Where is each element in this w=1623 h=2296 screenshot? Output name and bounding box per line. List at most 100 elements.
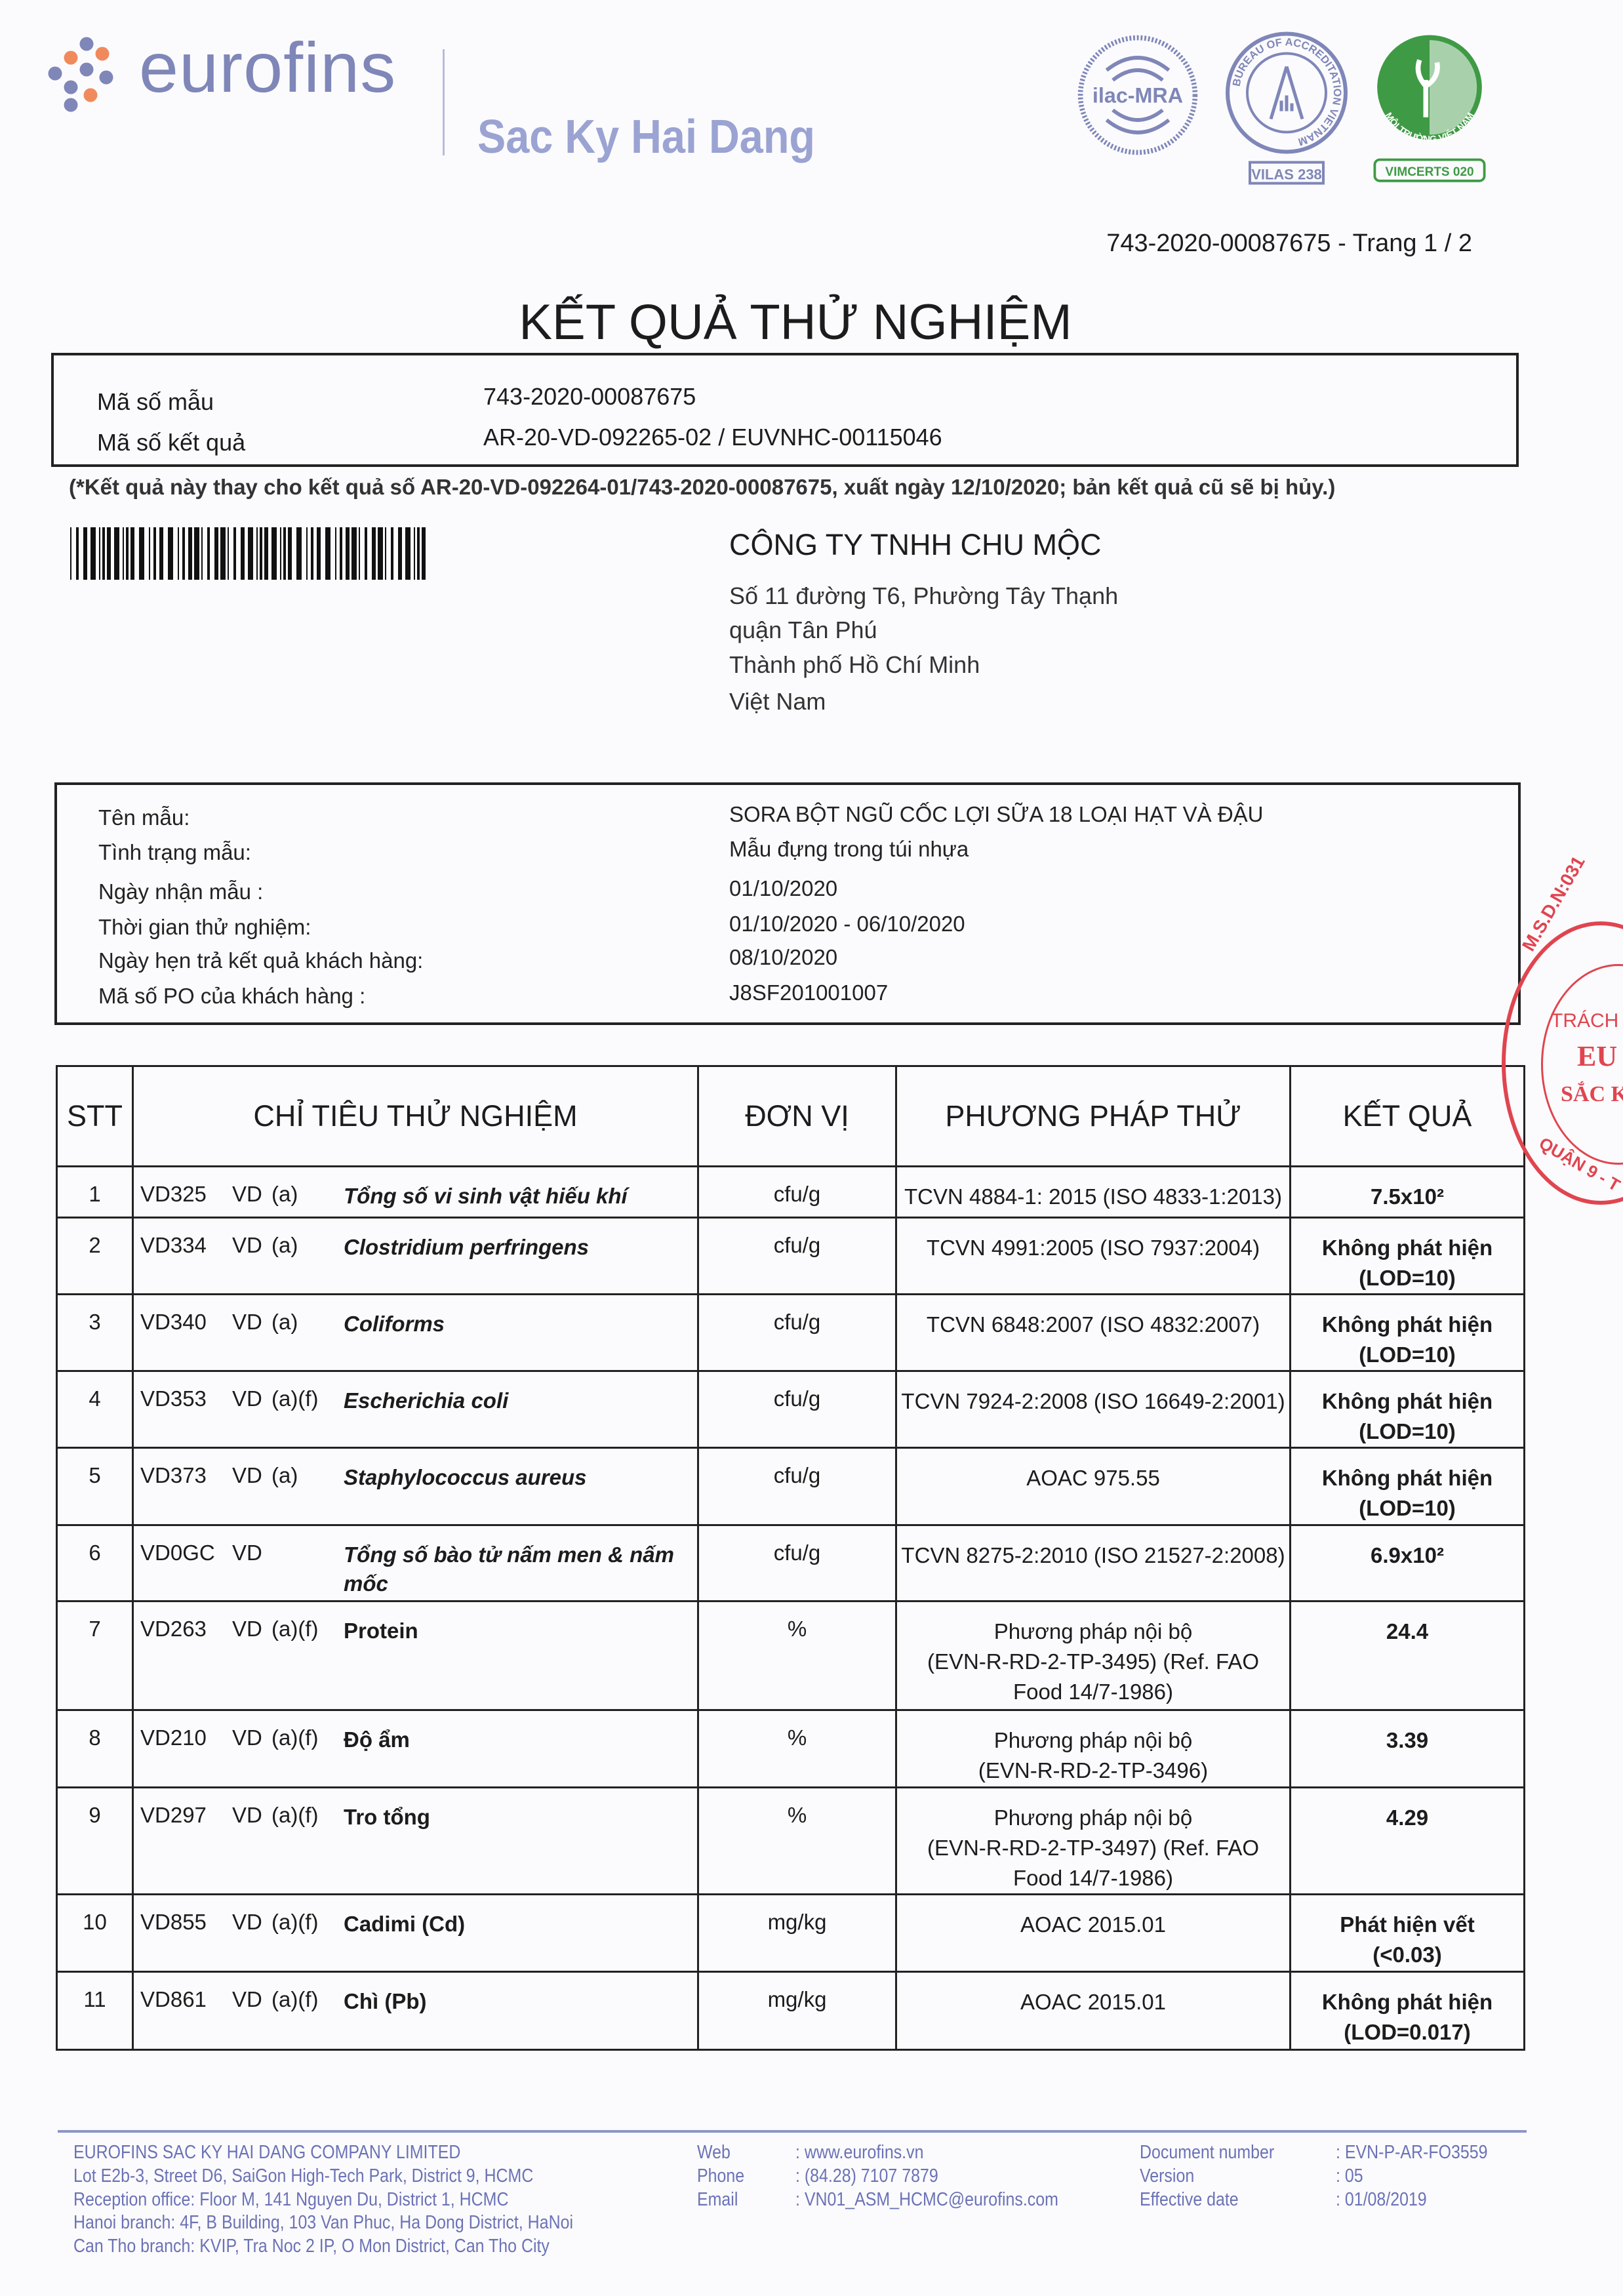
stamp-text: SẮC K xyxy=(1561,1082,1623,1106)
customer-name: CÔNG TY TNHH CHU MỘC xyxy=(729,528,1102,561)
header-stt: STT xyxy=(56,1065,134,1167)
row-name: Protein xyxy=(344,1619,418,1643)
eurofins-logo-icon xyxy=(48,37,113,112)
sample-info-value: SORA BỘT NGŨ CỐC LỢI SỮA 18 LOẠI HẠT VÀ … xyxy=(729,802,1264,826)
row-test-item: VD297 VD (a)(f) Tro tổng xyxy=(132,1786,699,1895)
barcode-bar xyxy=(114,527,119,580)
row-method: Phương pháp nội bộ (EVN-R-RD-2-TP-3497) … xyxy=(895,1786,1291,1895)
footer-contact-value[interactable]: : VN01_ASM_HCMC@eurofins.com xyxy=(795,2189,1058,2210)
sample-id-label: Mã số mẫu xyxy=(97,388,214,415)
row-stt: 6 xyxy=(56,1524,134,1602)
page-reference: 743-2020-00087675 - Trang 1 / 2 xyxy=(1106,230,1472,257)
row-result: Không phát hiện (LOD=10) xyxy=(1289,1293,1525,1372)
row-name: Cadimi (Cd) xyxy=(344,1912,466,1936)
row-stt: 11 xyxy=(56,1971,134,2051)
footer-company-line: Can Tho branch: KVIP, Tra Noc 2 IP, O Mo… xyxy=(73,2236,550,2257)
barcode-bar xyxy=(351,527,357,580)
row-method: TCVN 7924-2:2008 (ISO 16649-2:2001) xyxy=(895,1370,1291,1449)
row-result: 7.5x10² xyxy=(1289,1165,1525,1218)
row-test-item: VD263 VD (a)(f) Protein xyxy=(132,1600,699,1711)
barcode-bar xyxy=(90,527,96,580)
customer-address-line: Việt Nam xyxy=(729,688,826,715)
barcode-bar xyxy=(194,527,199,580)
header-test-item: CHỈ TIÊU THỬ NGHIỆM xyxy=(132,1065,699,1167)
row-code: VD353 xyxy=(140,1386,207,1411)
row-method: AOAC 2015.01 xyxy=(895,1971,1291,2051)
row-code: VD325 xyxy=(140,1182,207,1206)
footer-contact-label: Email xyxy=(697,2189,738,2210)
row-result: 4.29 xyxy=(1289,1786,1525,1895)
row-test-item: VD855 VD (a)(f) Cadimi (Cd) xyxy=(132,1893,699,1973)
header-method: PHƯƠNG PHÁP THỬ xyxy=(895,1065,1291,1167)
barcode-bar xyxy=(207,527,210,580)
stamp-text: TRÁCH xyxy=(1551,1010,1619,1032)
row-unit: % xyxy=(697,1709,897,1788)
row-code: VD340 xyxy=(140,1310,207,1334)
barcode-bar xyxy=(283,527,286,580)
barcode-bar xyxy=(365,527,367,580)
row-flag: (a) xyxy=(271,1182,298,1206)
row-stt: 10 xyxy=(56,1893,134,1973)
sample-info-label: Tên mẫu: xyxy=(98,805,190,830)
row-lab: VD xyxy=(232,1617,262,1641)
header-unit: ĐƠN VỊ xyxy=(697,1065,897,1167)
row-stt: 7 xyxy=(56,1600,134,1711)
barcode-bar xyxy=(159,527,163,580)
result-row: 9 VD297 VD (a)(f) Tro tổng % Phương pháp… xyxy=(56,1786,1525,1895)
row-test-item: VD210 VD (a)(f) Độ ẩm xyxy=(132,1709,699,1788)
row-test-item: VD325 VD (a) Tổng số vi sinh vật hiếu kh… xyxy=(132,1165,699,1218)
barcode-bar xyxy=(414,527,415,580)
row-stt: 5 xyxy=(56,1447,134,1526)
results-table: STT CHỈ TIÊU THỬ NGHIỆM ĐƠN VỊ PHƯƠNG PH… xyxy=(56,1065,1525,2051)
footer-contact-value[interactable]: : www.eurofins.vn xyxy=(795,2142,924,2163)
customer-address-line: Thành phố Hồ Chí Minh xyxy=(729,651,980,678)
bureau-of-accreditation-badge-icon: BUREAU OF ACCREDITATION VIETNAM VILAS 23… xyxy=(1226,31,1348,185)
moi-truong-viet-nam-badge-icon: MÔI TRƯỜNG VIỆT NAM VIMCERTS 020 xyxy=(1373,35,1486,182)
sample-info-label: Ngày hẹn trả kết quả khách hàng: xyxy=(98,948,424,973)
row-name: Chì (Pb) xyxy=(344,1989,427,2013)
row-test-item: VD0GC VD Tổng số bào tử nấm men & nấm mố… xyxy=(132,1524,699,1602)
barcode-bar xyxy=(260,527,262,580)
page-title: KẾT QUẢ THỬ NGHIỆM xyxy=(519,294,1072,350)
row-name: Tro tổng xyxy=(344,1805,430,1829)
row-code: VD855 xyxy=(140,1910,207,1934)
row-stt: 8 xyxy=(56,1709,134,1788)
row-code: VD263 xyxy=(140,1617,207,1641)
barcode-bar xyxy=(214,527,218,580)
replacement-note: (*Kết quả này thay cho kết quả số AR-20-… xyxy=(69,475,1336,499)
row-result: Phát hiện vết (<0.03) xyxy=(1289,1893,1525,1973)
footer-company-line: Lot E2b-3, Street D6, SaiGon High-Tech P… xyxy=(73,2165,534,2186)
barcode-bar xyxy=(325,527,331,580)
header-result: KẾT QUẢ xyxy=(1289,1065,1525,1167)
row-lab: VD xyxy=(232,1233,262,1257)
row-flag: (a)(f) xyxy=(271,1910,319,1934)
row-code: VD861 xyxy=(140,1987,207,2011)
row-code: VD373 xyxy=(140,1463,207,1487)
footer-company-line: Reception office: Floor M, 141 Nguyen Du… xyxy=(73,2189,509,2210)
row-name: Coliforms xyxy=(344,1312,445,1336)
sample-info-value: 01/10/2020 xyxy=(729,876,838,900)
barcode-bar xyxy=(149,527,150,580)
sample-info-value: 08/10/2020 xyxy=(729,945,838,969)
result-row: 11 VD861 VD (a)(f) Chì (Pb) mg/kg AOAC 2… xyxy=(56,1971,1525,2051)
row-name: Clostridium perfringens xyxy=(344,1235,590,1259)
row-name: Staphylococcus aureus xyxy=(344,1465,587,1489)
row-code: VD334 xyxy=(140,1233,207,1257)
row-lab: VD xyxy=(232,1803,262,1827)
footer-doc-value: : 05 xyxy=(1336,2165,1363,2186)
footer-contact-value[interactable]: : (84.28) 7107 7879 xyxy=(795,2165,938,2186)
barcode-bar xyxy=(378,527,383,580)
footer-contact-label: Phone xyxy=(697,2165,745,2186)
footer-doc-label: Version xyxy=(1140,2165,1195,2186)
barcode-bar xyxy=(391,527,393,580)
brand-logo-text: eurofins xyxy=(139,28,397,107)
row-name: Tổng số bào tử nấm men & nấm mốc xyxy=(344,1542,674,1596)
row-lab: VD xyxy=(232,1541,262,1565)
header-divider xyxy=(443,49,445,155)
footer-divider xyxy=(58,2130,1527,2133)
row-flag: (a)(f) xyxy=(271,1987,319,2011)
result-id-value: AR-20-VD-092265-02 / EUVNHC-00115046 xyxy=(483,424,942,451)
row-lab: VD xyxy=(232,1386,262,1411)
moi-truong-badge-code: VIMCERTS 020 xyxy=(1385,165,1473,179)
result-row: 3 VD340 VD (a) Coliforms cfu/g TCVN 6848… xyxy=(56,1293,1525,1372)
